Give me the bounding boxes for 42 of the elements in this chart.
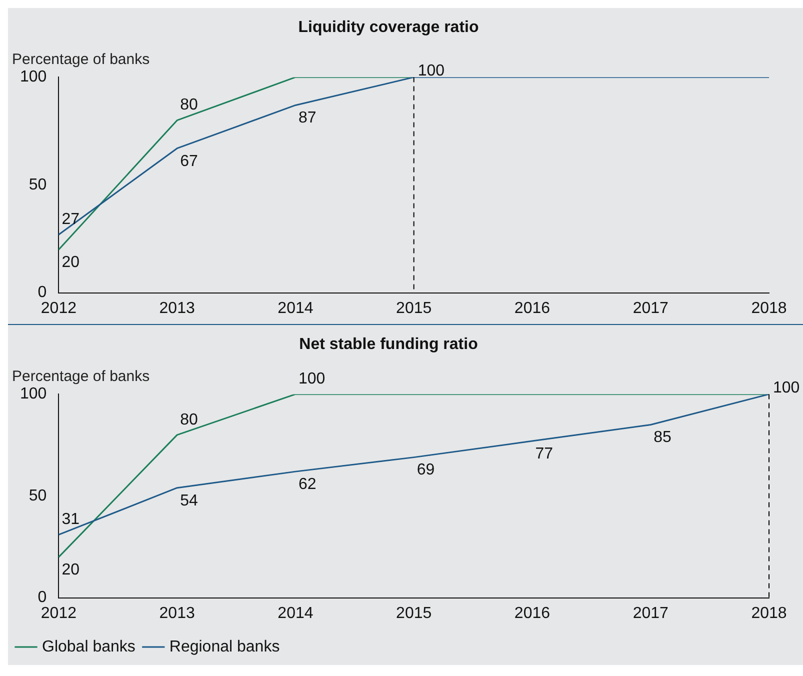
data-label: 100: [773, 380, 800, 397]
data-label: 100: [298, 370, 326, 388]
y-tick-label: 100: [20, 68, 47, 86]
x-tick-label: 2017: [632, 604, 669, 622]
y-axis-title: Percentage of banks: [12, 50, 150, 68]
x-tick-label: 2016: [514, 604, 550, 622]
data-label: 80: [180, 96, 198, 114]
data-label: 87: [298, 110, 316, 127]
data-label: 80: [180, 411, 198, 428]
x-tick-label: 2015: [396, 300, 432, 317]
data-label: 100: [418, 62, 445, 80]
x-tick-label: 2017: [632, 300, 669, 317]
y-tick-label: 50: [28, 487, 47, 504]
data-label: 31: [62, 511, 80, 528]
y-tick-label: 0: [38, 284, 47, 302]
chart-title: Liquidity coverage ratio: [298, 19, 479, 36]
y-tick-label: 100: [20, 386, 47, 403]
data-label: 77: [535, 445, 554, 462]
legend-label: Regional banks: [169, 638, 280, 656]
y-axis-title: Percentage of banks: [12, 368, 150, 385]
y-tick-label: 50: [28, 176, 47, 194]
x-tick-label: 2014: [278, 300, 314, 317]
x-tick-label: 2012: [40, 300, 77, 317]
x-tick-label: 2014: [278, 604, 314, 622]
data-label: 85: [654, 429, 672, 446]
data-label: 20: [62, 254, 80, 272]
x-tick-label: 2018: [751, 300, 787, 317]
data-label: 27: [62, 210, 80, 228]
x-tick-label: 2012: [40, 604, 77, 622]
x-tick-label: 2013: [159, 604, 195, 622]
data-label: 20: [62, 561, 80, 578]
data-label: 69: [416, 462, 435, 479]
x-tick-label: 2015: [396, 604, 432, 622]
chart-title: Net stable funding ratio: [299, 336, 478, 354]
x-tick-label: 2013: [159, 300, 195, 317]
legend-label: Global banks: [42, 638, 136, 656]
x-tick-label: 2018: [751, 604, 787, 622]
data-label: 54: [180, 492, 198, 510]
data-label: 62: [298, 476, 316, 493]
x-tick-label: 2016: [514, 300, 550, 317]
data-label: 67: [180, 152, 198, 170]
y-tick-label: 0: [38, 589, 47, 606]
